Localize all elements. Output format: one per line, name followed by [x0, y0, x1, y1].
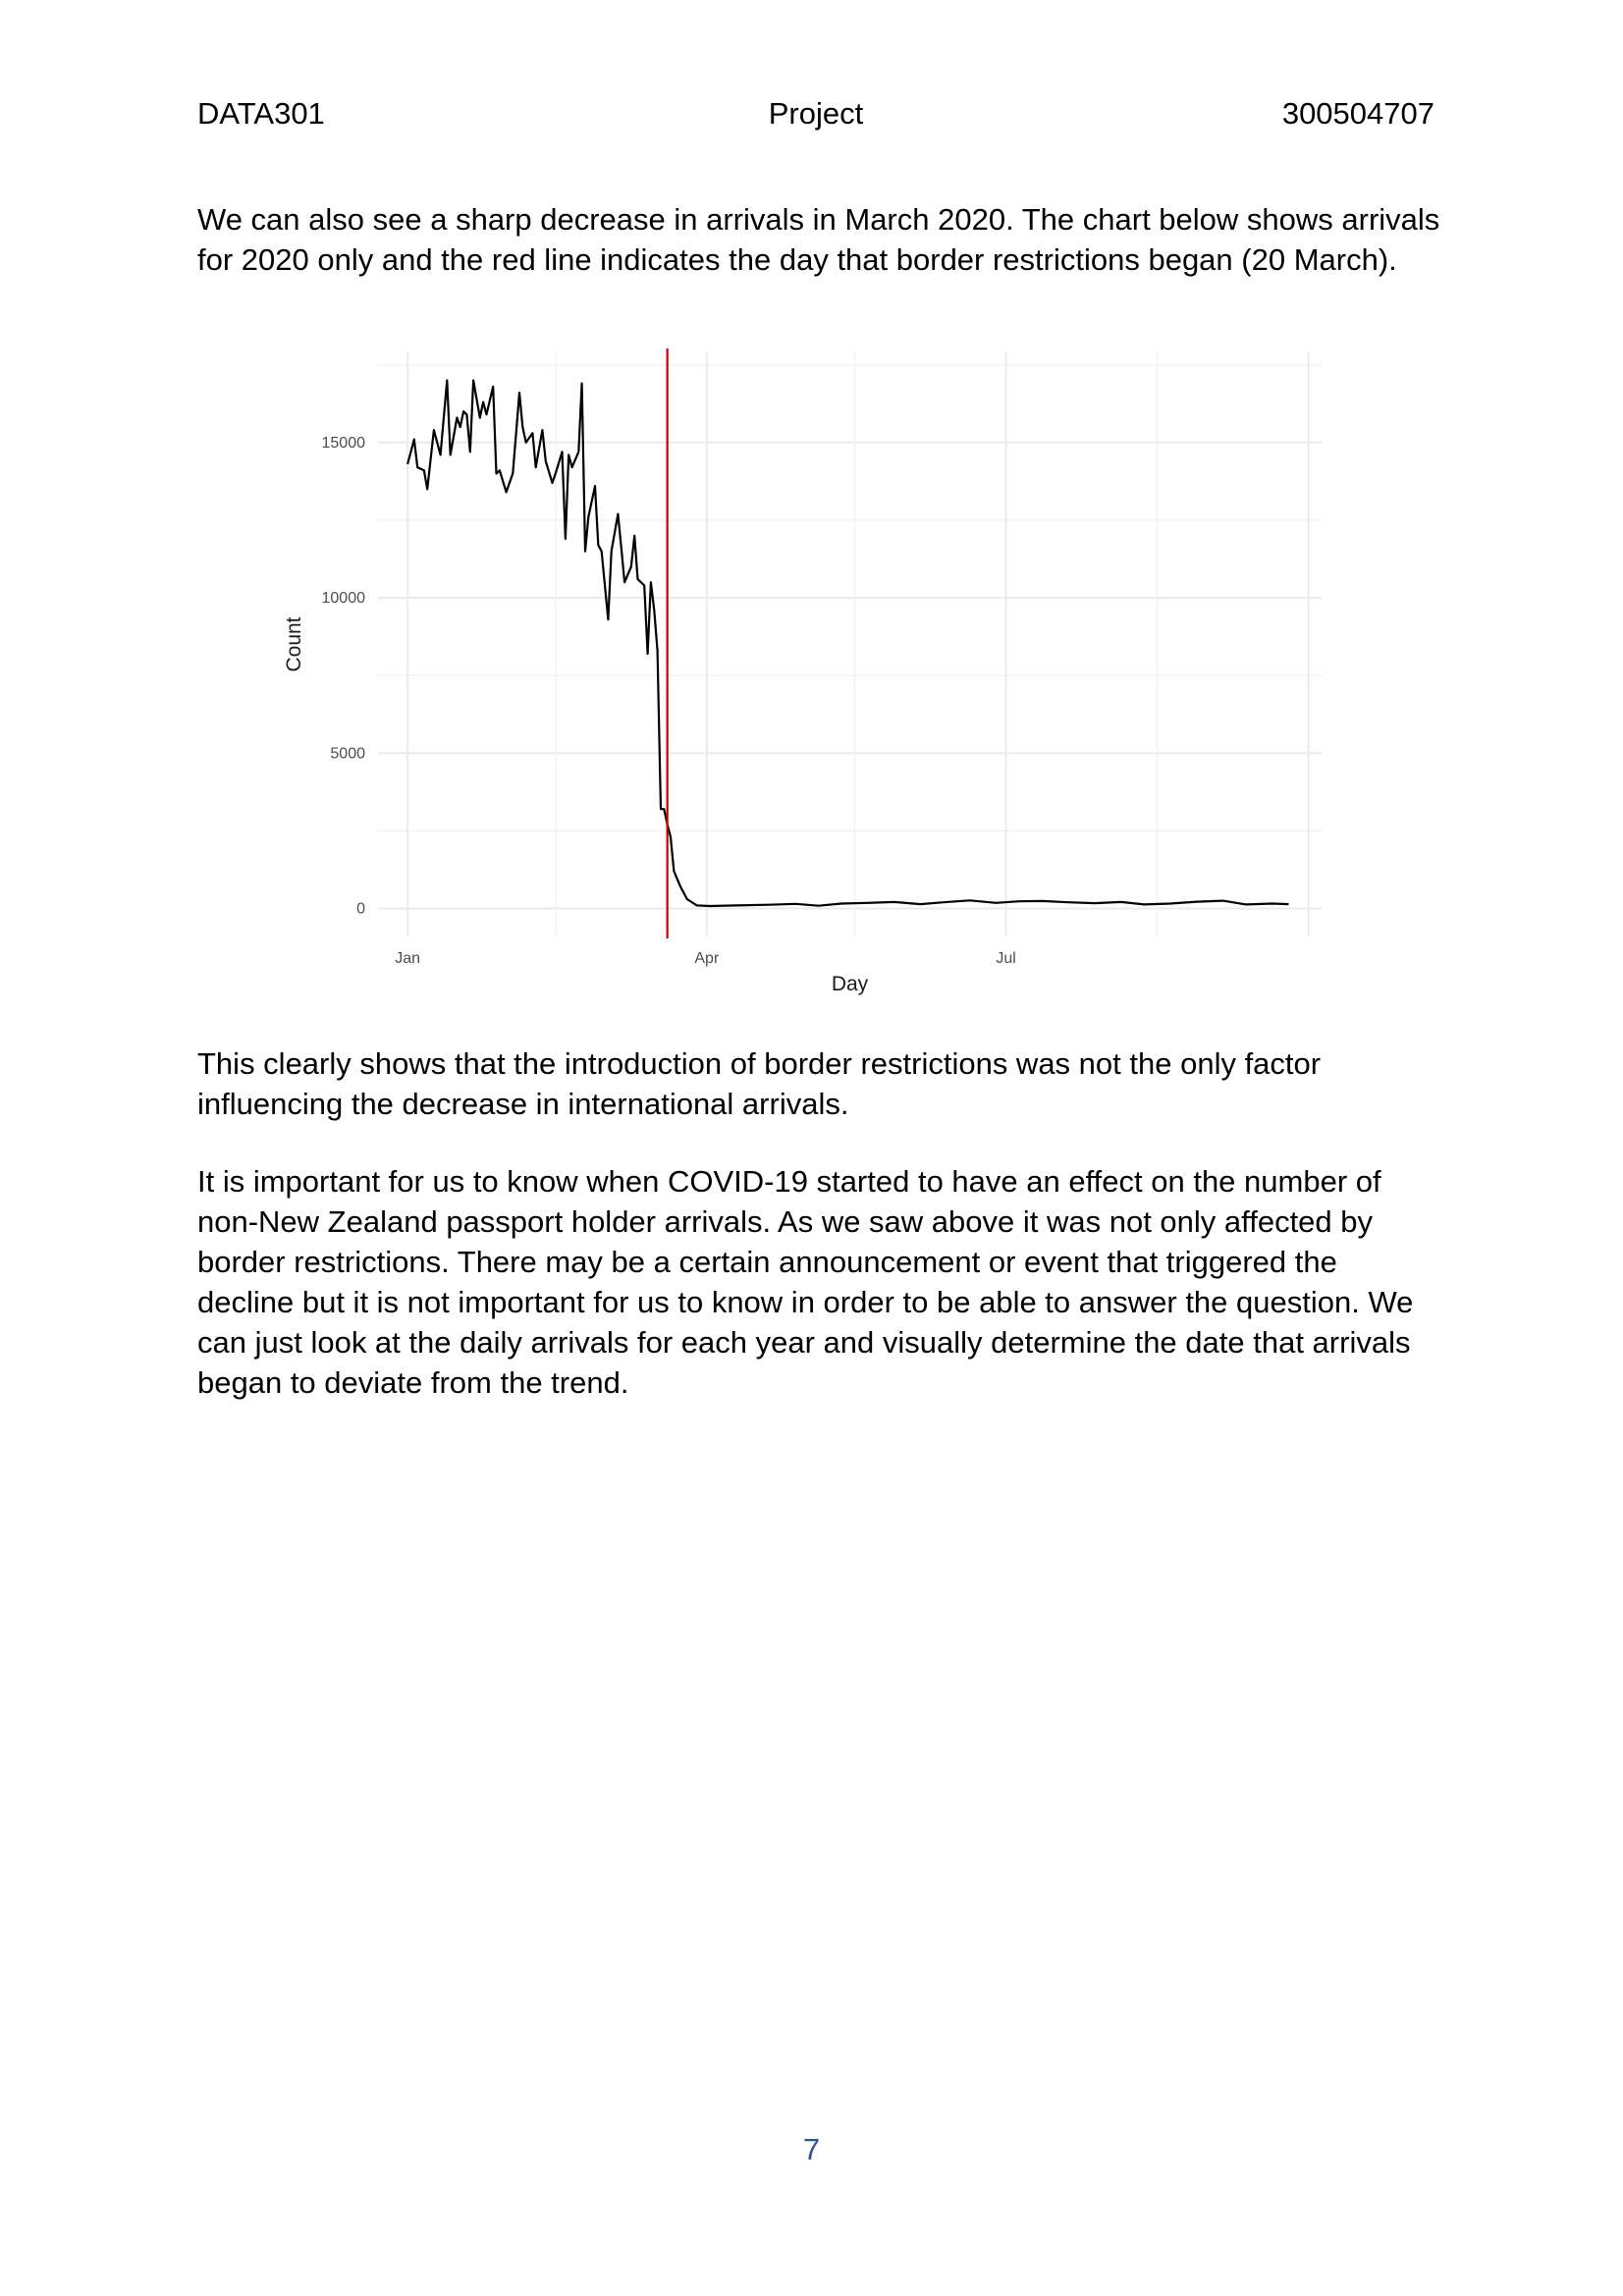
x-tick-label: Jul [996, 950, 1015, 967]
paragraph-line: for 2020 only and the red line indicates… [197, 242, 1397, 277]
header-student-id: 300504707 [1281, 96, 1434, 131]
arrivals-line-chart: 0 5000 10000 15000 Jan Apr Jul Day Count [265, 339, 1335, 996]
paragraph-line: We can also see a sharp decrease in arri… [197, 202, 1440, 237]
y-tick-label: 10000 [322, 590, 366, 607]
y-tick-label: 5000 [330, 745, 365, 762]
final-paragraph: It is important for us to know when COVI… [197, 1161, 1444, 1403]
x-axis-title: Day [832, 973, 869, 995]
paragraph-line: influencing the decrease in internationa… [197, 1087, 849, 1121]
paragraph-line: This clearly shows that the introduction… [197, 1046, 1322, 1081]
x-tick-label: Apr [694, 950, 720, 967]
chart-axes: 0 5000 10000 15000 Jan Apr Jul Day Count [283, 435, 1016, 995]
chart-series [406, 348, 1289, 938]
page-number: 7 [802, 2132, 821, 2166]
header-course-code: DATA301 [197, 96, 325, 131]
paragraph-line: began to deviate from the trend. [197, 1365, 629, 1400]
paragraph-line: border restrictions. There may be a cert… [197, 1245, 1337, 1279]
y-tick-label: 15000 [322, 435, 366, 452]
intro-paragraph: We can also see a sharp decrease in arri… [197, 199, 1444, 280]
after-chart-paragraph: This clearly shows that the introduction… [197, 1043, 1444, 1124]
paragraph-line: non-New Zealand passport holder arrivals… [197, 1204, 1374, 1239]
arrivals-series-line [406, 379, 1289, 908]
x-tick-label: Jan [395, 950, 420, 967]
chart-gridlines [378, 352, 1322, 936]
y-tick-label: 0 [356, 901, 365, 918]
page-header: DATA301 Project 300504707 [197, 96, 1434, 135]
paragraph-line: It is important for us to know when COVI… [197, 1164, 1381, 1199]
paragraph-line: decline but it is not important for us t… [197, 1285, 1414, 1319]
header-title: Project [768, 96, 864, 131]
y-axis-title: Count [283, 616, 305, 671]
chart-svg: 0 5000 10000 15000 Jan Apr Jul Day Count [283, 348, 1322, 995]
paragraph-line: can just look at the daily arrivals for … [197, 1325, 1411, 1360]
